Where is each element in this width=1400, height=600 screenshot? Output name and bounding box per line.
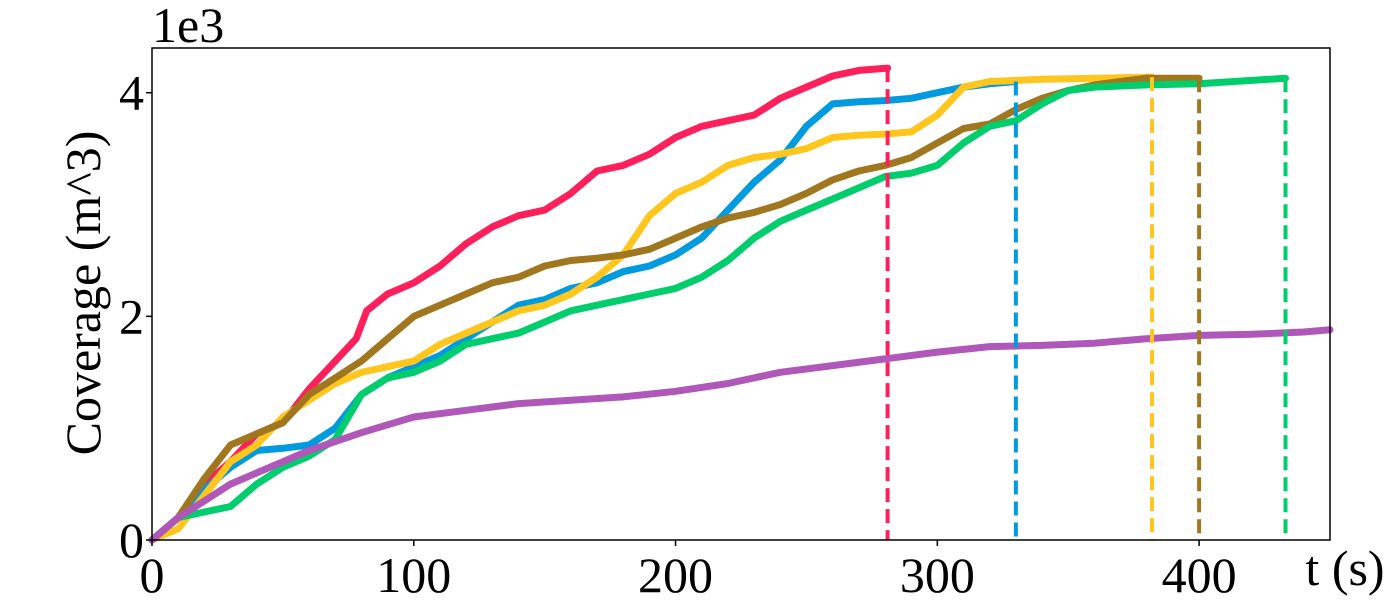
- x-tick-label: 200: [638, 547, 713, 600]
- x-axis-title: t (s): [1305, 540, 1384, 596]
- series-layer: [148, 64, 1334, 544]
- y-tick-label: 4: [119, 65, 144, 121]
- x-tick-label: 0: [140, 547, 165, 600]
- series-line-6: [148, 326, 1334, 544]
- y-scale-label: 1e3: [152, 0, 224, 53]
- series-line-4: [148, 74, 1203, 544]
- plot-frame: [151, 47, 1331, 541]
- y-tick-label: 0: [119, 512, 144, 568]
- y-tick-label: 2: [119, 288, 144, 344]
- x-tick-label: 100: [376, 547, 451, 600]
- y-axis-title: Coverage (m^3): [55, 131, 111, 456]
- series-line-3: [148, 73, 1156, 544]
- end-time-markers: [885, 68, 1288, 540]
- x-tick-label: 400: [1162, 547, 1237, 600]
- axis-ticks: 0 100 200 300 400 0 2 4: [119, 65, 1237, 600]
- series-line-5: [148, 74, 1289, 544]
- x-tick-label: 300: [900, 547, 975, 600]
